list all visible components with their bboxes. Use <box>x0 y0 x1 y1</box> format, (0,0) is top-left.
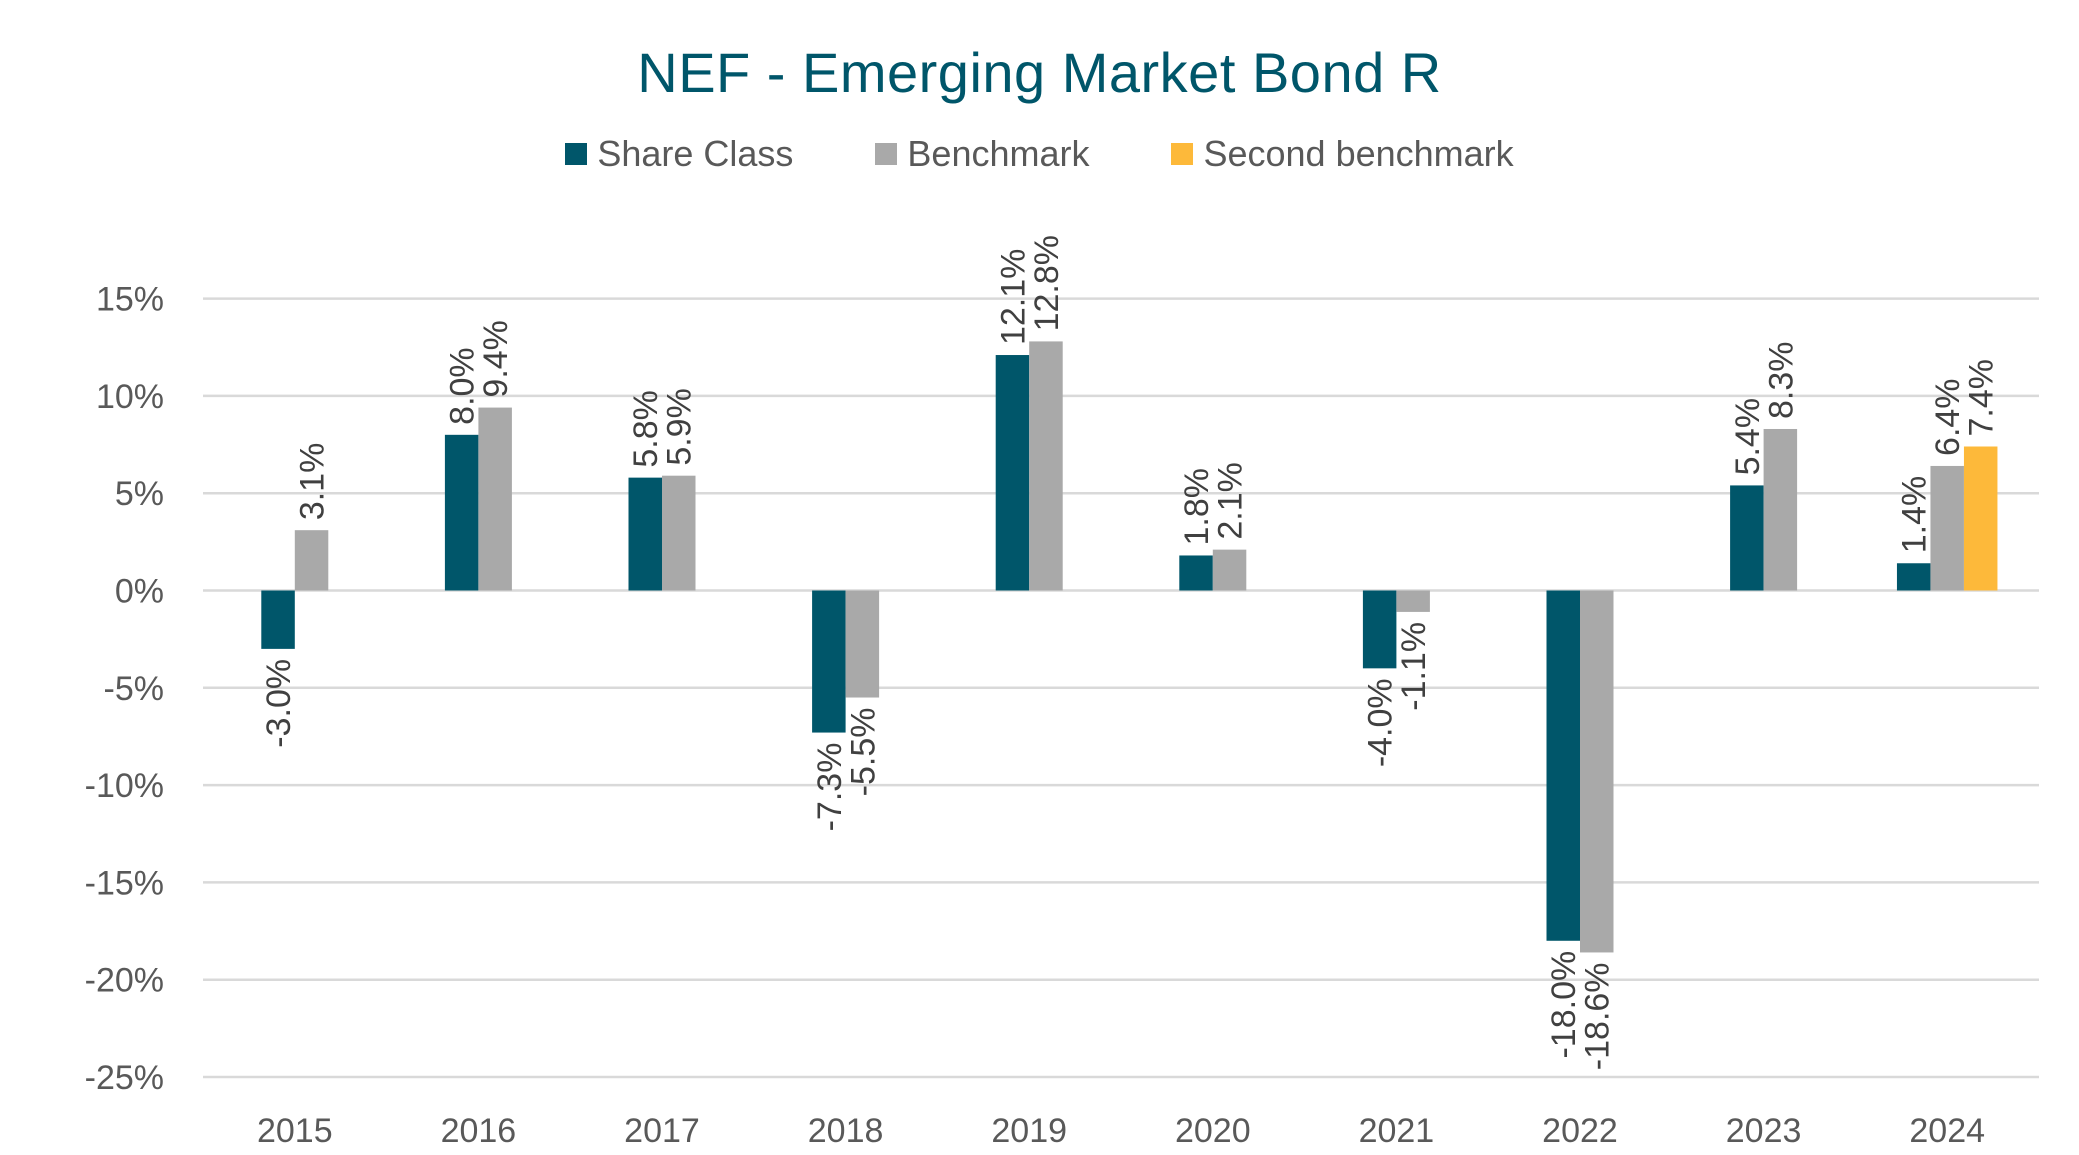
bar-share-class <box>261 590 295 649</box>
bar-benchmark <box>845 590 880 698</box>
bar-benchmark <box>1396 590 1430 612</box>
data-label: -4.0% <box>1362 678 1400 767</box>
x-tick-label: 2016 <box>441 1112 517 1150</box>
x-tick-label: 2023 <box>1726 1112 1802 1150</box>
x-tick-label: 2015 <box>257 1112 333 1150</box>
data-label: -7.3% <box>811 743 849 832</box>
data-label: 12.1% <box>994 249 1032 345</box>
data-label: -18.0% <box>1545 951 1583 1059</box>
bar-share-class <box>1896 563 1931 591</box>
bar-share-class <box>628 477 662 591</box>
bar-second-benchmark <box>1963 446 1998 591</box>
data-label: 7.4% <box>1963 359 2001 437</box>
data-label: 8.0% <box>444 347 482 425</box>
bar-benchmark <box>478 407 512 591</box>
y-tick-label: -5% <box>104 670 164 708</box>
y-tick-label: 15% <box>96 281 164 319</box>
x-tick-label: 2018 <box>808 1112 884 1150</box>
data-label: -5.5% <box>844 708 882 797</box>
data-label: 12.8% <box>1028 235 1066 331</box>
y-tick-label: 0% <box>115 573 164 611</box>
legend-label: Second benchmark <box>1203 133 1514 174</box>
legend-item-benchmark: Benchmark <box>875 133 1089 175</box>
legend-swatch <box>875 143 898 165</box>
data-label: 6.4% <box>1929 378 1967 456</box>
data-label: -18.6% <box>1579 962 1617 1070</box>
x-tick-label: 2020 <box>1175 1112 1251 1150</box>
bar-share-class <box>1546 590 1580 941</box>
legend-label: Benchmark <box>907 133 1090 174</box>
data-label: 5.8% <box>627 390 665 468</box>
bar-share-class <box>995 355 1030 591</box>
bar-benchmark <box>662 475 696 591</box>
bar-benchmark <box>1763 428 1798 591</box>
bar-share-class <box>444 434 479 591</box>
legend-item-second-benchmark: Second benchmark <box>1171 133 1514 175</box>
data-label: 1.8% <box>1178 468 1216 546</box>
bar-share-class <box>1362 590 1397 669</box>
legend-swatch <box>565 143 588 165</box>
data-label: -1.1% <box>1395 622 1433 711</box>
bar-share-class <box>1730 485 1764 591</box>
legend-swatch <box>1171 143 1194 165</box>
y-tick-label: -20% <box>85 962 164 1000</box>
data-label: 9.4% <box>477 320 515 398</box>
x-tick-label: 2017 <box>624 1112 700 1150</box>
y-tick-label: -15% <box>85 864 164 902</box>
bar-share-class <box>1179 555 1213 591</box>
data-label: 3.1% <box>294 443 332 521</box>
y-tick-label: 5% <box>115 475 164 513</box>
x-tick-label: 2022 <box>1542 1112 1618 1150</box>
y-tick-label: -25% <box>85 1059 164 1097</box>
bar-benchmark <box>1580 590 1614 953</box>
bar-benchmark <box>1930 465 1964 591</box>
legend-item-share-class: Share Class <box>565 133 793 175</box>
bar-share-class <box>812 590 846 733</box>
y-tick-label: -10% <box>85 767 164 805</box>
data-label: 5.4% <box>1729 398 1767 476</box>
legend-label: Share Class <box>597 133 794 174</box>
data-label: -3.0% <box>260 659 298 748</box>
x-tick-label: 2024 <box>1909 1112 1985 1150</box>
data-label: 1.4% <box>1896 476 1934 554</box>
data-label: 2.1% <box>1212 462 1250 540</box>
x-tick-label: 2019 <box>991 1112 1067 1150</box>
legend: Share Class Benchmark Second benchmark <box>0 133 2079 175</box>
y-tick-label: 10% <box>96 378 164 416</box>
chart-title: NEF - Emerging Market Bond R <box>637 41 1442 104</box>
bar-benchmark <box>294 530 329 591</box>
data-label: 5.9% <box>661 388 699 466</box>
bar-benchmark <box>1212 549 1247 591</box>
x-tick-label: 2021 <box>1359 1112 1435 1150</box>
bar-benchmark <box>1029 341 1063 591</box>
data-label: 8.3% <box>1762 341 1800 419</box>
